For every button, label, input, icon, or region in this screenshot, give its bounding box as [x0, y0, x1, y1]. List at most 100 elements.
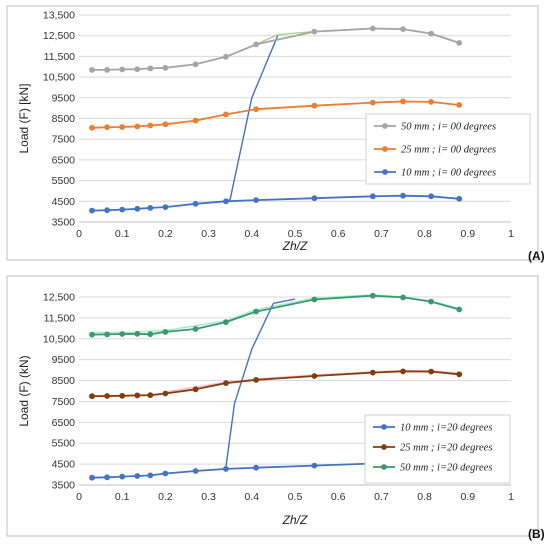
y-tick-label: 12,500 — [43, 292, 75, 304]
x-tick-label: 0.4 — [244, 491, 259, 503]
data-point — [428, 298, 434, 305]
y-tick-label: 4500 — [52, 459, 76, 471]
x-axis-title: Zh/Z — [282, 513, 308, 527]
data-point — [89, 331, 95, 338]
y-tick-label: 12,500 — [43, 30, 75, 42]
y-tick-label: 3500 — [52, 217, 76, 229]
data-point — [147, 65, 154, 72]
data-point — [192, 386, 199, 393]
data-point — [456, 40, 463, 46]
data-point — [223, 319, 229, 325]
panel-a-frame — [6, 5, 539, 261]
data-point — [400, 192, 406, 199]
legend-label: 10 mm ; i=20 degrees — [400, 423, 492, 434]
x-tick-label: 0.5 — [288, 228, 303, 240]
data-point — [400, 368, 406, 375]
data-point — [134, 205, 141, 212]
x-tick-label: 0.9 — [460, 228, 475, 240]
data-point — [253, 41, 259, 48]
data-point — [253, 106, 259, 113]
data-point — [104, 393, 110, 399]
x-tick-label: 0.6 — [331, 228, 346, 240]
y-tick-label: 11,500 — [44, 312, 75, 324]
data-point — [223, 111, 229, 118]
data-point — [89, 207, 95, 214]
data-point — [192, 468, 199, 474]
x-tick-label: 0 — [76, 228, 82, 240]
x-tick-label: 0 — [76, 491, 82, 503]
data-point — [104, 207, 110, 214]
overlay-line — [92, 294, 460, 334]
y-tick-label: 4500 — [52, 196, 76, 208]
legend-label: 25 mm ; i=20 degrees — [400, 443, 492, 454]
y-axis-title: Load (F) [kN] — [17, 83, 31, 153]
x-tick-label: 0.7 — [374, 228, 389, 240]
y-tick-label: 9500 — [52, 354, 76, 366]
x-tick-label: 0.9 — [460, 491, 475, 503]
data-point — [162, 329, 169, 335]
overlay-line — [165, 369, 460, 393]
data-point — [162, 470, 169, 477]
x-tick-label: 0.7 — [374, 491, 389, 503]
x-tick-label: 0.2 — [158, 491, 173, 503]
legend-swatch-marker — [382, 146, 388, 152]
data-point — [428, 193, 434, 200]
series-line — [92, 27, 460, 71]
x-axis-title: Zh/Z — [282, 239, 308, 253]
data-point — [119, 66, 126, 73]
panel-a: 3500 4500 5500 6500 7500 8500 9500 10,500 11,500… — [17, 10, 531, 253]
y-axis-title: Load (F) (kN) — [17, 355, 31, 426]
series-line — [91, 294, 460, 336]
y-tick-label: 13,500 — [43, 10, 75, 22]
x-tick-label: 1 — [508, 228, 514, 240]
data-point — [311, 296, 318, 303]
data-point — [104, 67, 110, 73]
x-tick-label: 0.1 — [115, 228, 130, 240]
data-point — [89, 474, 95, 481]
y-tick-label: 8500 — [52, 375, 76, 387]
data-point — [400, 294, 406, 301]
data-point — [369, 369, 376, 376]
data-point — [134, 473, 141, 479]
x-tick-label: 0.5 — [288, 491, 303, 503]
y-tick-label: 5500 — [52, 175, 76, 187]
data-point — [89, 124, 95, 131]
legend-label: 10 mm ; i= 00 degrees — [401, 168, 496, 179]
series-line — [91, 370, 460, 398]
legend-label: 50 mm ; i=20 degrees — [400, 463, 492, 474]
data-point — [147, 331, 154, 338]
data-point — [134, 330, 141, 337]
y-tick-label: 7500 — [52, 396, 76, 408]
x-tick-label: 0.2 — [158, 228, 173, 240]
data-point — [456, 371, 463, 378]
data-point — [192, 326, 199, 332]
data-point — [134, 123, 141, 130]
panel-b-frame — [6, 275, 539, 537]
data-point — [147, 472, 154, 479]
x-tick-label: 0.6 — [331, 491, 346, 503]
legend-swatch-marker — [382, 123, 388, 129]
data-point — [369, 193, 376, 200]
data-point — [162, 390, 169, 397]
data-point — [400, 98, 406, 105]
legend-swatch-marker — [381, 424, 387, 430]
data-point — [89, 393, 95, 400]
data-point — [147, 205, 154, 211]
data-point — [369, 25, 376, 32]
data-point — [311, 373, 318, 379]
data-point — [119, 392, 126, 399]
data-point — [104, 474, 110, 481]
data-point — [192, 61, 199, 68]
x-tick-label: 1 — [508, 491, 514, 503]
data-point — [192, 200, 199, 207]
data-point — [119, 473, 126, 480]
data-point — [311, 102, 318, 109]
y-tick-label: 6500 — [52, 417, 76, 429]
data-point — [162, 121, 169, 128]
legend-swatch-marker — [381, 464, 387, 470]
data-point — [192, 117, 199, 124]
y-tick-label: 5500 — [52, 438, 76, 450]
data-point — [119, 331, 126, 337]
data-point — [428, 30, 434, 37]
